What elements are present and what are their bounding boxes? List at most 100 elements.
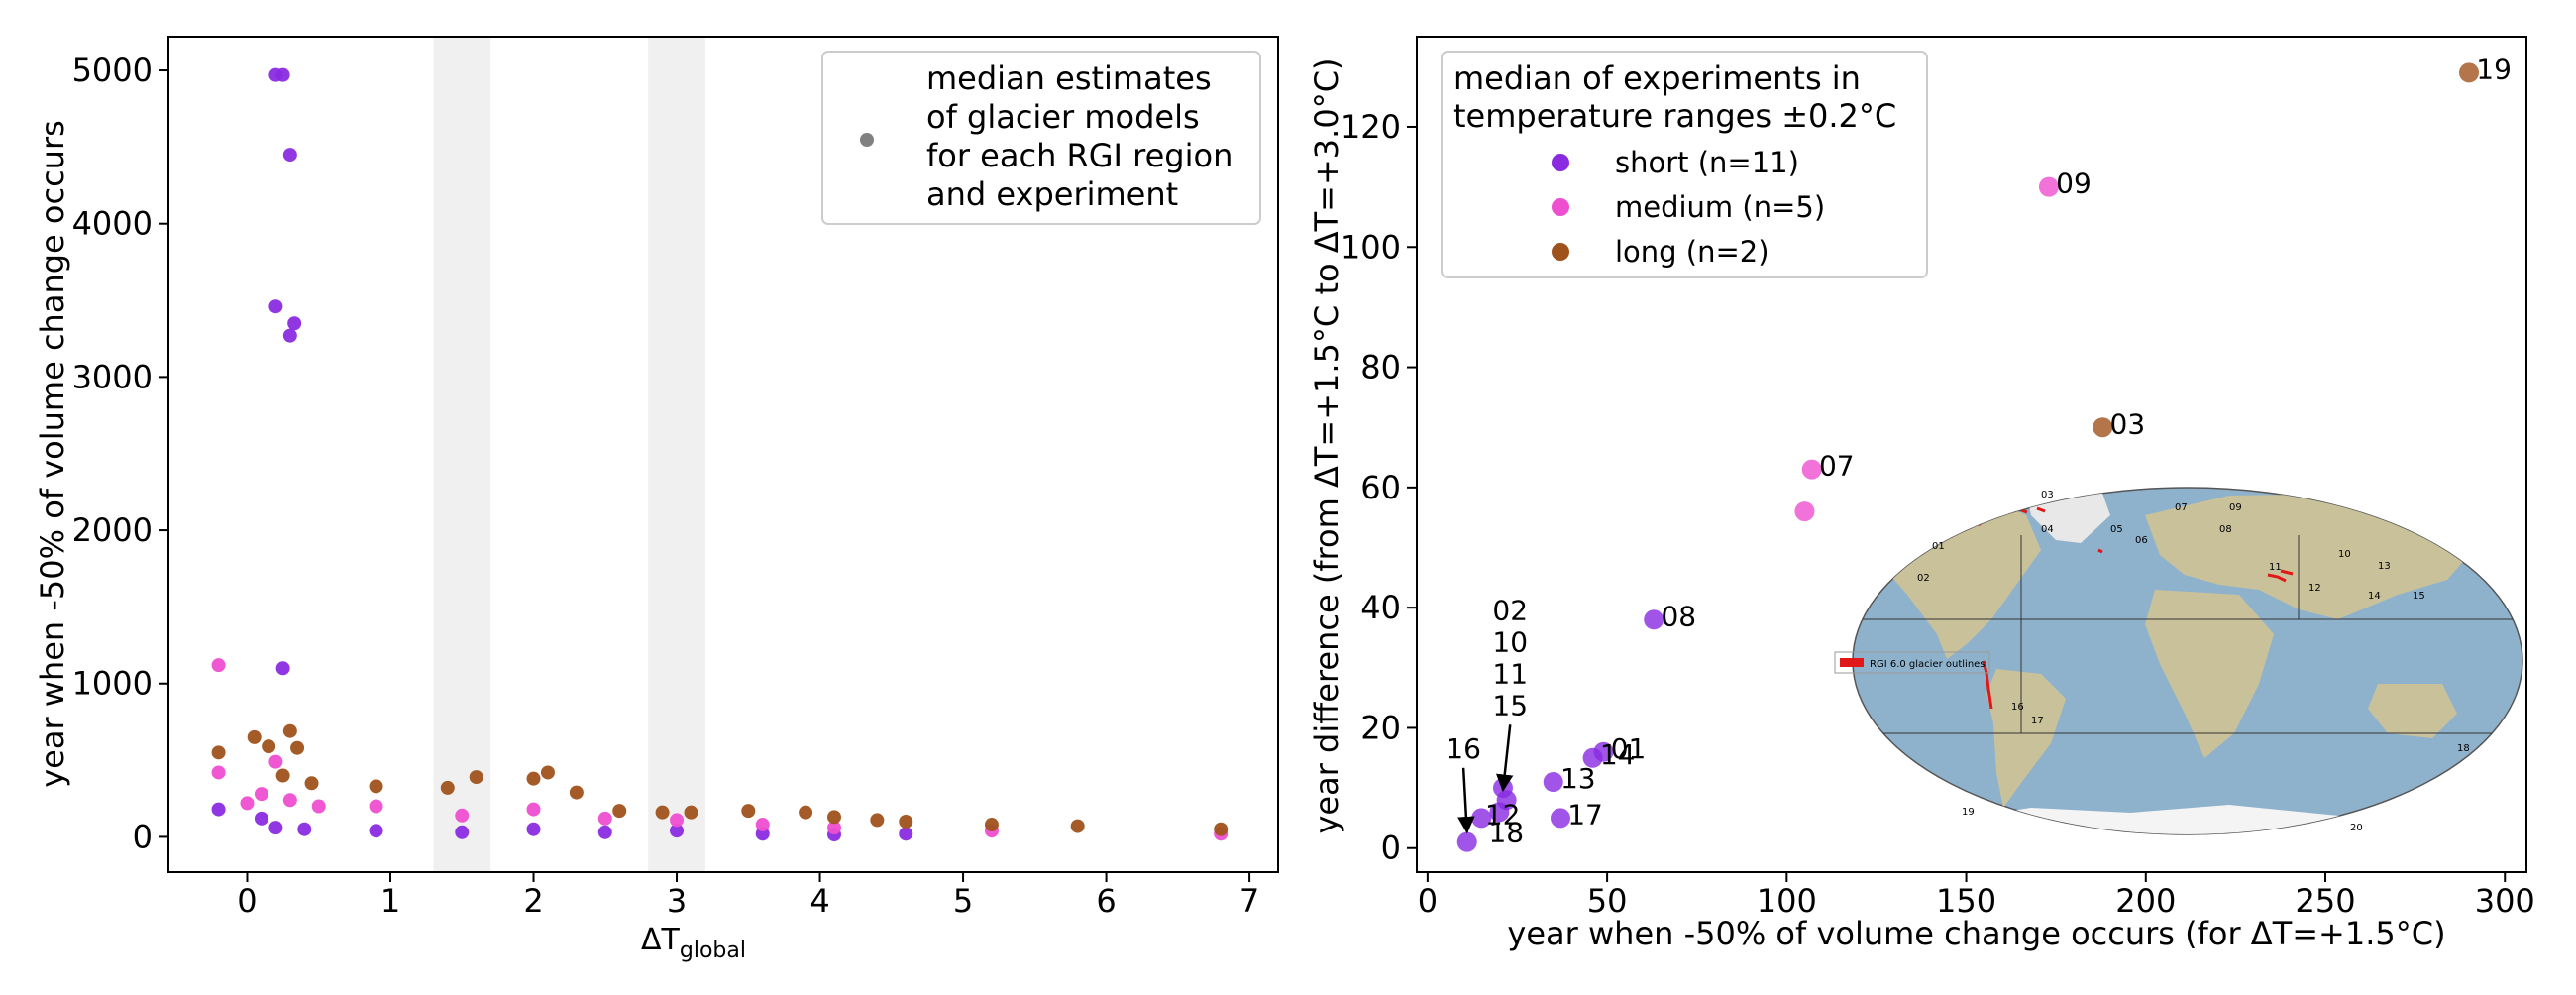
data-point-short-7 <box>211 802 226 817</box>
legend-label-short: short (n=11) <box>1615 146 1799 179</box>
data-point-short-9 <box>268 821 283 835</box>
left-x-ticks: 0 1 2 3 4 5 6 7 <box>237 872 1259 920</box>
map-region-19: 19 <box>1962 807 1975 818</box>
map-region-20: 20 <box>2350 823 2363 833</box>
y-tick-label-60: 60 <box>1360 469 1401 506</box>
map-region-14: 14 <box>2368 591 2381 602</box>
left-legend-label-3: for each RGI region <box>926 137 1233 174</box>
data-point-medium-10 <box>1794 501 1815 522</box>
data-point-long-5 <box>275 768 290 783</box>
x-tick-label-150: 150 <box>1936 882 1996 920</box>
data-point-medium-0 <box>211 658 226 673</box>
y-tick-label-20: 20 <box>1360 709 1401 746</box>
data-point-long-13 <box>2093 417 2113 438</box>
annotation-text-16: 16 <box>1446 732 1481 765</box>
shaded-bands <box>433 37 705 872</box>
data-point-medium-2 <box>268 754 283 769</box>
data-point-medium-13 <box>827 821 841 835</box>
left-x-axis-label: ΔTglobal <box>641 923 746 963</box>
data-point-medium-12 <box>2038 176 2059 197</box>
data-point-long-16 <box>741 804 756 819</box>
data-point-long-21 <box>984 818 999 832</box>
y-tick-label-100: 100 <box>1341 228 1401 266</box>
right-y-axis-label: year difference (from ΔT=+1.5°C to ΔT=+3… <box>1308 57 1345 833</box>
left-legend-label-4: and experiment <box>926 175 1178 213</box>
data-point-medium-6 <box>311 799 326 814</box>
x-tick-label-6: 6 <box>1096 882 1116 920</box>
data-point-long-14 <box>655 805 670 820</box>
point-label-14: 14 <box>1600 738 1636 771</box>
point-label-18: 18 <box>1488 817 1524 849</box>
point-label-13: 13 <box>1560 762 1596 795</box>
map-region-17: 17 <box>2031 716 2044 726</box>
data-point-long-11 <box>540 765 555 780</box>
right-x-ticks: 0 50 100 150 200 250 300 <box>1418 872 2535 920</box>
data-point-short-12 <box>455 825 470 839</box>
left-legend: median estimates of glacier models for e… <box>821 51 1261 225</box>
x-tick-label-7: 7 <box>1239 882 1259 920</box>
y-tick-label-5000: 5000 <box>72 52 153 89</box>
data-point-medium-3 <box>240 796 255 811</box>
point-label-01: 01 <box>1611 732 1647 765</box>
data-point-short-6 <box>275 661 290 676</box>
x-tick-label-5: 5 <box>953 882 973 920</box>
map-region-grid <box>1853 535 2522 734</box>
y-tick-label-0: 0 <box>133 818 153 855</box>
data-point-short-5 <box>287 316 302 331</box>
x-tick-label-250: 250 <box>2295 882 2355 920</box>
data-point-short-9 <box>1644 609 1664 630</box>
y-tick-label-3000: 3000 <box>72 358 153 395</box>
right-plot-frame <box>1416 36 2527 873</box>
point-label-08: 08 <box>1661 600 1696 632</box>
left-plot-frame <box>167 36 1279 873</box>
legend-marker-short <box>1552 154 1569 171</box>
data-point-long-13 <box>612 804 627 819</box>
data-point-short-0 <box>1456 831 1477 852</box>
data-point-short-1 <box>1471 808 1492 829</box>
right-x-axis-label: year when -50% of volume change occurs (… <box>1507 915 2445 952</box>
left-legend-label-2: of glacier models <box>926 98 1200 136</box>
data-point-long-10 <box>526 771 541 786</box>
annotation-text-02: 02 <box>1492 594 1528 626</box>
map-region-03: 03 <box>2041 490 2054 500</box>
left-data-points <box>211 67 1229 842</box>
left-legend-box <box>821 51 1261 225</box>
data-point-short-6 <box>1550 808 1570 829</box>
data-point-medium-7 <box>369 799 383 814</box>
data-point-long-14 <box>2459 62 2480 83</box>
left-legend-label-1: median estimates <box>926 59 1212 97</box>
data-point-long-2 <box>262 739 276 754</box>
data-point-medium-12 <box>755 818 770 832</box>
x-tick-label-3: 3 <box>667 882 687 920</box>
data-point-short-18 <box>899 827 913 841</box>
data-point-long-4 <box>290 740 305 755</box>
x-tick-label-50: 50 <box>1587 882 1628 920</box>
map-region-11: 11 <box>2269 562 2282 573</box>
data-point-long-1 <box>247 729 262 744</box>
data-point-long-15 <box>684 805 698 820</box>
data-point-short-2 <box>282 148 297 163</box>
map-region-08: 08 <box>2219 524 2232 535</box>
legend-label-medium: medium (n=5) <box>1615 190 1825 224</box>
map-region-02: 02 <box>1917 573 1930 584</box>
data-point-short-10 <box>297 822 312 836</box>
y-tick-label-4000: 4000 <box>72 205 153 243</box>
data-point-long-18 <box>827 810 841 825</box>
map-region-09: 09 <box>2229 502 2242 513</box>
data-point-long-8 <box>440 780 455 795</box>
right-y-ticks: 0 20 40 60 80 100 120 <box>1341 108 1417 867</box>
shaded-band-1 <box>648 37 705 872</box>
x-tick-label-300: 300 <box>2475 882 2535 920</box>
right-legend-title-1: median of experiments in <box>1453 59 1861 97</box>
right-legend-title-2: temperature ranges ±0.2°C <box>1453 97 1896 135</box>
map-australia <box>2368 684 2457 738</box>
right-legend: median of experiments in temperature ran… <box>1441 51 1928 278</box>
map-region-13: 13 <box>2378 561 2391 572</box>
legend-label-long: long (n=2) <box>1615 235 1770 269</box>
data-point-short-4 <box>282 328 297 343</box>
data-point-medium-5 <box>282 793 297 808</box>
